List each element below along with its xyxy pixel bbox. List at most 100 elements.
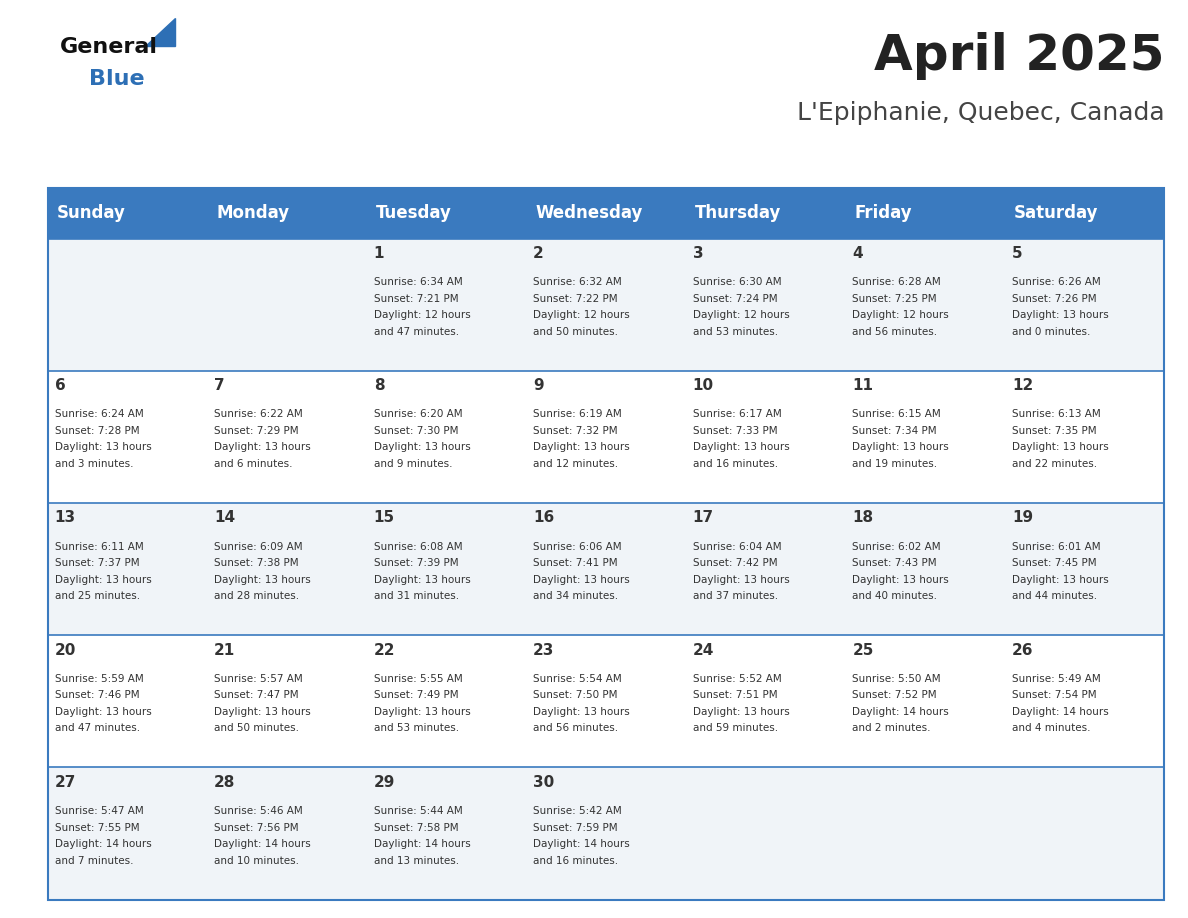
Text: Daylight: 12 hours: Daylight: 12 hours xyxy=(693,310,790,320)
Text: and 7 minutes.: and 7 minutes. xyxy=(55,856,133,866)
Text: 16: 16 xyxy=(533,510,555,525)
Text: Sunrise: 6:34 AM: Sunrise: 6:34 AM xyxy=(374,277,462,287)
Text: and 0 minutes.: and 0 minutes. xyxy=(1012,327,1091,337)
Text: Sunset: 7:49 PM: Sunset: 7:49 PM xyxy=(374,690,459,700)
Text: Sunset: 7:58 PM: Sunset: 7:58 PM xyxy=(374,823,459,833)
Text: Sunset: 7:43 PM: Sunset: 7:43 PM xyxy=(852,558,937,568)
Text: Sunset: 7:21 PM: Sunset: 7:21 PM xyxy=(374,294,459,304)
Bar xyxy=(685,239,845,371)
Text: and 25 minutes.: and 25 minutes. xyxy=(55,591,140,601)
Text: Daylight: 13 hours: Daylight: 13 hours xyxy=(533,707,630,717)
Bar xyxy=(367,503,526,635)
Text: Sunset: 7:54 PM: Sunset: 7:54 PM xyxy=(1012,690,1097,700)
Text: 8: 8 xyxy=(374,378,385,393)
Text: Sunset: 7:47 PM: Sunset: 7:47 PM xyxy=(214,690,299,700)
Text: April 2025: April 2025 xyxy=(873,32,1164,80)
Text: Daylight: 13 hours: Daylight: 13 hours xyxy=(693,575,790,585)
Bar xyxy=(685,767,845,900)
Text: Daylight: 13 hours: Daylight: 13 hours xyxy=(533,442,630,453)
Text: 5: 5 xyxy=(1012,246,1023,261)
Bar xyxy=(845,635,1005,767)
Text: 12: 12 xyxy=(1012,378,1034,393)
Text: Monday: Monday xyxy=(216,205,290,222)
Bar xyxy=(845,371,1005,503)
Text: Daylight: 14 hours: Daylight: 14 hours xyxy=(214,839,311,849)
Text: Sunrise: 6:28 AM: Sunrise: 6:28 AM xyxy=(852,277,941,287)
Text: 4: 4 xyxy=(852,246,862,261)
Text: Daylight: 14 hours: Daylight: 14 hours xyxy=(374,839,470,849)
Text: and 9 minutes.: and 9 minutes. xyxy=(374,459,453,469)
Text: and 10 minutes.: and 10 minutes. xyxy=(214,856,299,866)
Text: Sunrise: 6:11 AM: Sunrise: 6:11 AM xyxy=(55,542,144,552)
Text: Daylight: 13 hours: Daylight: 13 hours xyxy=(1012,575,1108,585)
Bar xyxy=(367,767,526,900)
Text: and 34 minutes.: and 34 minutes. xyxy=(533,591,619,601)
Text: Friday: Friday xyxy=(854,205,912,222)
Text: Sunrise: 5:47 AM: Sunrise: 5:47 AM xyxy=(55,806,144,816)
Text: Saturday: Saturday xyxy=(1015,205,1099,222)
Text: Sunset: 7:37 PM: Sunset: 7:37 PM xyxy=(55,558,139,568)
Text: and 59 minutes.: and 59 minutes. xyxy=(693,723,778,733)
Text: and 37 minutes.: and 37 minutes. xyxy=(693,591,778,601)
Bar xyxy=(685,371,845,503)
Text: Sunrise: 6:04 AM: Sunrise: 6:04 AM xyxy=(693,542,782,552)
Bar xyxy=(367,371,526,503)
Text: Daylight: 12 hours: Daylight: 12 hours xyxy=(374,310,470,320)
Text: Daylight: 13 hours: Daylight: 13 hours xyxy=(214,442,311,453)
Text: Daylight: 13 hours: Daylight: 13 hours xyxy=(1012,310,1108,320)
Text: Sunset: 7:38 PM: Sunset: 7:38 PM xyxy=(214,558,299,568)
Text: Sunrise: 5:44 AM: Sunrise: 5:44 AM xyxy=(374,806,462,816)
Text: and 6 minutes.: and 6 minutes. xyxy=(214,459,292,469)
Text: 28: 28 xyxy=(214,775,235,789)
Bar xyxy=(526,503,685,635)
Text: and 56 minutes.: and 56 minutes. xyxy=(533,723,619,733)
Bar xyxy=(526,635,685,767)
Text: Sunrise: 6:13 AM: Sunrise: 6:13 AM xyxy=(1012,409,1100,420)
Text: and 47 minutes.: and 47 minutes. xyxy=(374,327,459,337)
Text: Sunrise: 6:15 AM: Sunrise: 6:15 AM xyxy=(852,409,941,420)
Text: and 13 minutes.: and 13 minutes. xyxy=(374,856,459,866)
Text: Sunrise: 5:55 AM: Sunrise: 5:55 AM xyxy=(374,674,462,684)
Text: Daylight: 14 hours: Daylight: 14 hours xyxy=(852,707,949,717)
Text: and 44 minutes.: and 44 minutes. xyxy=(1012,591,1097,601)
Text: Sunset: 7:22 PM: Sunset: 7:22 PM xyxy=(533,294,618,304)
Text: Sunset: 7:30 PM: Sunset: 7:30 PM xyxy=(374,426,459,436)
Text: and 47 minutes.: and 47 minutes. xyxy=(55,723,140,733)
Text: Sunset: 7:46 PM: Sunset: 7:46 PM xyxy=(55,690,139,700)
Text: 10: 10 xyxy=(693,378,714,393)
Text: General: General xyxy=(59,37,157,57)
Text: and 56 minutes.: and 56 minutes. xyxy=(852,327,937,337)
Text: 14: 14 xyxy=(214,510,235,525)
Text: and 16 minutes.: and 16 minutes. xyxy=(693,459,778,469)
Text: Sunset: 7:28 PM: Sunset: 7:28 PM xyxy=(55,426,139,436)
Bar xyxy=(48,635,207,767)
Text: and 53 minutes.: and 53 minutes. xyxy=(374,723,459,733)
Text: 13: 13 xyxy=(55,510,76,525)
Bar xyxy=(48,188,1164,900)
Bar xyxy=(367,635,526,767)
Text: 19: 19 xyxy=(1012,510,1032,525)
Text: Wednesday: Wednesday xyxy=(536,205,643,222)
Text: Sunset: 7:41 PM: Sunset: 7:41 PM xyxy=(533,558,618,568)
Text: 6: 6 xyxy=(55,378,65,393)
Text: L'Epiphanie, Quebec, Canada: L'Epiphanie, Quebec, Canada xyxy=(797,101,1164,125)
Text: Daylight: 13 hours: Daylight: 13 hours xyxy=(693,442,790,453)
Text: Sunset: 7:55 PM: Sunset: 7:55 PM xyxy=(55,823,139,833)
Text: 7: 7 xyxy=(214,378,225,393)
Text: and 40 minutes.: and 40 minutes. xyxy=(852,591,937,601)
Text: Daylight: 12 hours: Daylight: 12 hours xyxy=(852,310,949,320)
Text: Daylight: 13 hours: Daylight: 13 hours xyxy=(214,575,311,585)
Text: Sunrise: 5:52 AM: Sunrise: 5:52 AM xyxy=(693,674,782,684)
Text: Sunrise: 5:54 AM: Sunrise: 5:54 AM xyxy=(533,674,623,684)
Bar xyxy=(1005,371,1164,503)
Text: Sunset: 7:25 PM: Sunset: 7:25 PM xyxy=(852,294,937,304)
Text: Daylight: 13 hours: Daylight: 13 hours xyxy=(55,442,151,453)
Text: Sunrise: 5:57 AM: Sunrise: 5:57 AM xyxy=(214,674,303,684)
Text: and 19 minutes.: and 19 minutes. xyxy=(852,459,937,469)
Text: Sunrise: 5:42 AM: Sunrise: 5:42 AM xyxy=(533,806,623,816)
Bar xyxy=(526,767,685,900)
Text: Sunrise: 6:06 AM: Sunrise: 6:06 AM xyxy=(533,542,621,552)
Text: Daylight: 12 hours: Daylight: 12 hours xyxy=(533,310,630,320)
Text: Sunrise: 6:08 AM: Sunrise: 6:08 AM xyxy=(374,542,462,552)
Text: Daylight: 14 hours: Daylight: 14 hours xyxy=(533,839,630,849)
